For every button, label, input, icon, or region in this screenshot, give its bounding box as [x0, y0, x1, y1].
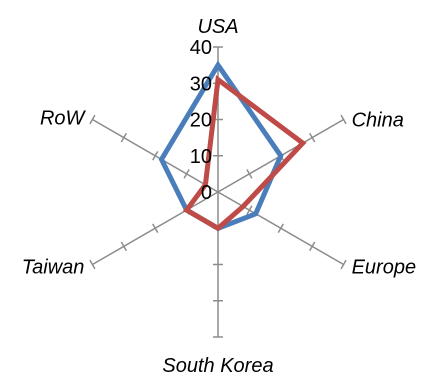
axis-tick-china	[341, 115, 346, 124]
axis-tick-china	[310, 133, 315, 142]
axis-tick-row	[153, 151, 158, 160]
category-label-row: RoW	[40, 108, 87, 130]
axis-tick-row	[184, 170, 189, 179]
radial-tick-label: 30	[190, 73, 212, 95]
radial-tick-label: 40	[190, 37, 212, 59]
axis-tick-taiwan	[153, 224, 158, 233]
axis-tick-row	[90, 115, 95, 124]
axis-tick-taiwan	[121, 242, 126, 251]
axis-tick-europe	[310, 242, 315, 251]
radial-tick-label: 20	[190, 110, 212, 132]
axis-tick-taiwan	[90, 260, 95, 269]
radial-tick-label: 0	[201, 182, 212, 204]
axis-tick-china	[247, 170, 252, 179]
category-label-south-korea: South Korea	[162, 355, 273, 376]
category-label-europe: Europe	[352, 257, 417, 279]
axis-tick-europe	[278, 224, 283, 233]
series-line-1	[162, 65, 281, 228]
axis-tick-row	[121, 133, 126, 142]
category-label-taiwan: Taiwan	[22, 257, 85, 279]
radial-tick-label: 10	[190, 146, 212, 168]
category-label-usa: USA	[197, 16, 238, 38]
axis-tick-europe	[341, 260, 346, 269]
series-layer	[161, 65, 303, 228]
category-label-china: China	[352, 110, 404, 132]
